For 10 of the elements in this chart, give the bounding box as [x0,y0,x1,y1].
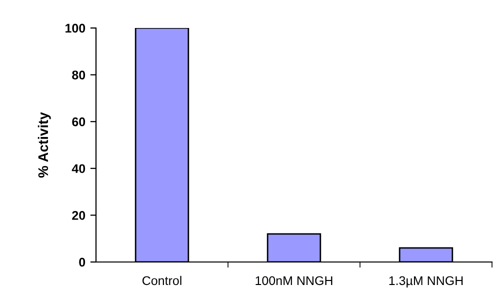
y-tick-label: 0 [79,258,86,267]
y-tick-label: 40 [72,164,86,174]
x-tick-label: Control [142,276,182,286]
x-tick-label: 1.3µM NNGH [389,276,463,288]
y-tick-label: 100 [66,24,86,33]
y-tick-label: 20 [72,211,86,220]
y-tick-label: 80 [72,70,86,80]
y-axis-title: % Activity [38,112,51,178]
x-tick-label: 100nM NNGH [256,276,332,286]
y-tick-label: 60 [72,117,86,126]
